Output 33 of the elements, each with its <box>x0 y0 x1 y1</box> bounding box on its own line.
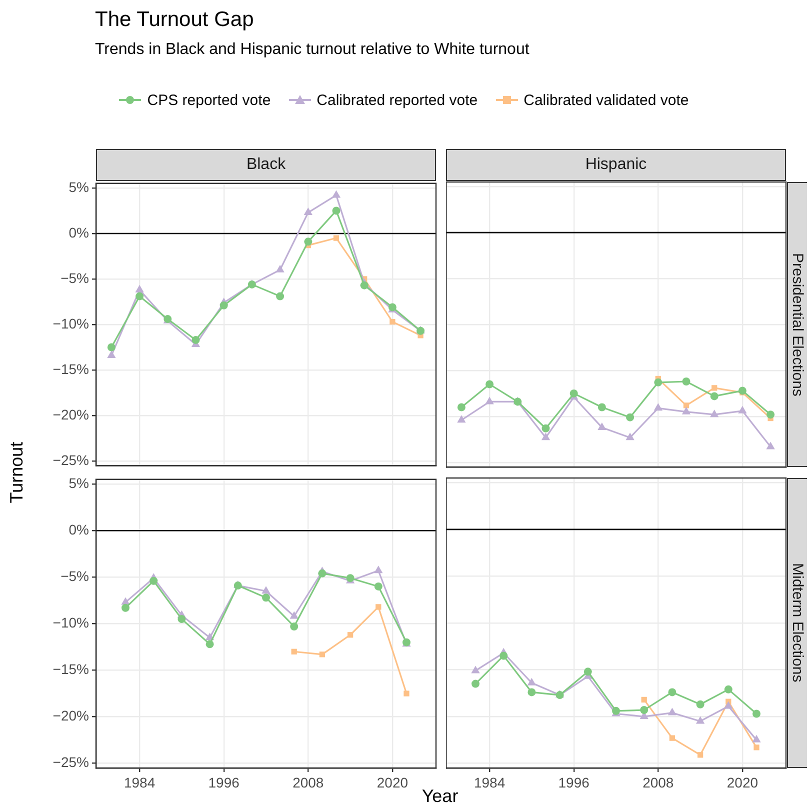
text: The Turnout Gap <box>95 8 254 32</box>
x-tick-label: 2008 <box>642 774 674 790</box>
y-tick-label: −5% <box>60 270 89 286</box>
x-tick-label: 2008 <box>292 774 324 790</box>
y-tick-label: −25% <box>52 452 89 468</box>
x-axis-title: Year <box>422 786 458 806</box>
y-tick-label: 5% <box>68 178 89 195</box>
legend-label: Calibrated validated vote <box>524 92 689 108</box>
legend-label: CPS reported vote <box>147 92 271 108</box>
y-tick-label: −10% <box>52 614 89 631</box>
y-tick-label: −25% <box>52 754 89 770</box>
y-tick-label: −20% <box>52 708 89 724</box>
y-tick-label: −15% <box>52 360 89 377</box>
x-tick-label: 2020 <box>726 774 758 790</box>
y-tick-label: 0% <box>68 224 89 240</box>
y-tick-label: 5% <box>68 474 89 491</box>
x-tick-label: 1984 <box>474 774 506 790</box>
chart-title: Black <box>96 149 436 181</box>
chart-title: Hispanic <box>446 149 786 181</box>
y-tick-label: −15% <box>52 661 89 678</box>
x-tick-label: 1996 <box>208 774 240 790</box>
y-tick-label: −20% <box>52 406 89 422</box>
y2-axis-title: Midterm Elections <box>787 478 807 768</box>
y-tick-label: −5% <box>60 568 89 584</box>
text: Trends in Black and Hispanic turnout relative to White turnout <box>95 41 530 59</box>
y2-axis-title: Presidential Elections <box>787 182 807 467</box>
x-tick-label: 1996 <box>558 774 590 790</box>
x-tick-label: 2020 <box>376 774 408 790</box>
y-axis-title: Turnout <box>6 440 28 506</box>
y-tick-label: 0% <box>68 521 89 538</box>
legend-label: Calibrated reported vote <box>316 92 478 108</box>
x-tick-label: 1984 <box>124 774 156 790</box>
y-tick-label: −10% <box>52 315 89 332</box>
